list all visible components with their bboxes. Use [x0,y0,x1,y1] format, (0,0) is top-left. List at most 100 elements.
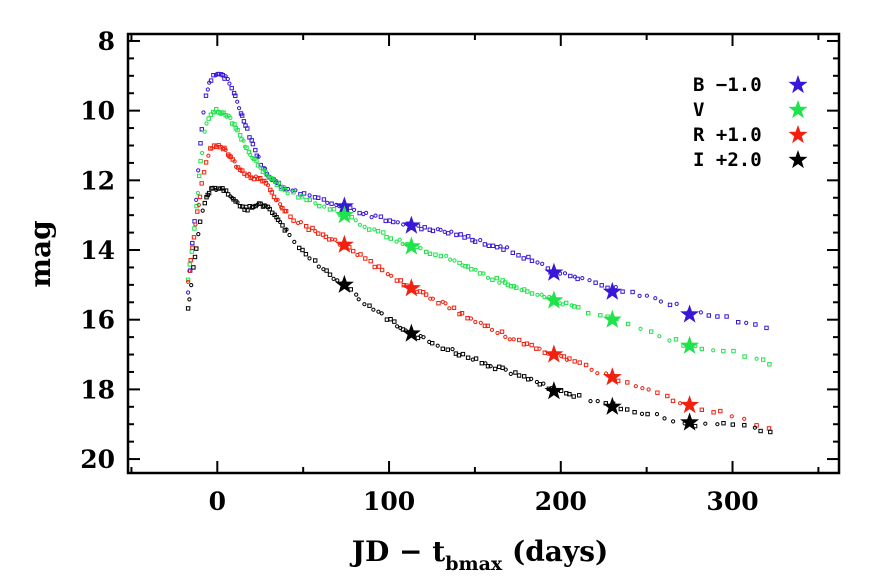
observation-point [534,379,540,385]
observation-point [473,319,478,325]
observation-point [450,347,455,352]
observation-point [237,133,243,138]
highlight-star [544,262,564,281]
observation-point [517,337,522,343]
highlight-star [544,290,564,309]
observation-point [195,209,200,214]
observation-point [537,346,542,351]
observation-point [204,121,209,126]
observation-point [671,419,676,424]
observation-point [510,250,516,256]
observation-point [383,218,388,224]
observation-point [194,197,199,202]
observation-point [362,302,367,307]
observation-point [206,116,211,121]
observation-point [254,158,259,163]
observation-point [424,249,429,255]
observation-point [418,246,423,251]
observation-point [451,305,457,311]
observation-point [201,170,207,175]
observation-point [202,200,208,206]
observation-point [224,114,229,119]
observation-point [459,311,465,316]
observation-point [586,311,591,316]
observation-point [379,311,384,316]
observation-point [263,170,269,175]
observation-point [244,145,249,151]
observation-point [185,277,191,283]
observation-point [718,408,723,414]
observation-point [620,289,625,294]
observation-point [711,410,716,415]
observation-point [363,256,368,261]
observation-point [644,293,650,298]
observation-point [599,283,604,288]
observation-point [375,229,381,234]
observation-point [505,245,510,250]
observation-point [428,296,433,301]
observation-point [721,421,726,426]
observation-point [436,301,441,306]
observation-point [388,236,394,241]
observation-point [189,283,194,288]
observation-point [348,287,354,292]
observation-point [316,231,321,236]
observation-point [731,348,736,354]
observation-point [379,267,385,273]
observation-point [501,247,506,252]
observation-point [333,237,338,242]
observation-point [292,239,297,244]
observation-point [768,429,773,435]
observation-point [667,302,673,308]
observation-point [703,421,708,426]
x-tick-label: 0 [209,487,226,516]
observation-point [199,181,204,186]
observation-point [327,272,333,277]
observation-point [595,399,600,404]
observation-point [655,390,660,395]
observation-point [486,243,492,249]
observation-point [235,99,240,104]
observation-point [191,235,197,240]
observation-point [253,147,258,153]
observation-point [516,253,521,258]
observation-point [497,280,502,285]
observation-point [576,305,581,310]
observation-point [653,296,658,301]
observation-point [313,201,318,206]
observation-point [384,235,389,240]
observation-point [529,342,534,348]
observation-point [571,394,576,399]
series-2 [186,143,772,431]
observation-point [513,370,518,375]
observation-point [421,335,426,340]
observation-point [458,232,463,237]
observation-point [498,244,503,249]
observation-point [313,229,318,234]
observation-point [421,290,426,295]
highlight-star [401,323,421,342]
observation-point [529,258,535,264]
observation-point [465,316,470,321]
observation-point [280,223,285,228]
observation-point [200,208,205,213]
observation-point [477,271,483,276]
observation-point [539,292,544,297]
observation-point [394,239,399,244]
observation-point [283,208,289,214]
observation-point [209,146,214,151]
observation-point [216,186,221,191]
observation-point [278,219,283,225]
highlight-star [544,344,564,363]
observation-point [220,186,225,191]
legend-star-icon [788,75,808,94]
observation-point [645,411,650,417]
observation-point [625,321,631,327]
observation-point [335,278,340,283]
observation-point [593,280,598,285]
observation-point [572,304,577,309]
observation-point [575,276,580,282]
observation-point [454,232,459,238]
observation-point [189,249,195,254]
observation-point [285,191,290,196]
